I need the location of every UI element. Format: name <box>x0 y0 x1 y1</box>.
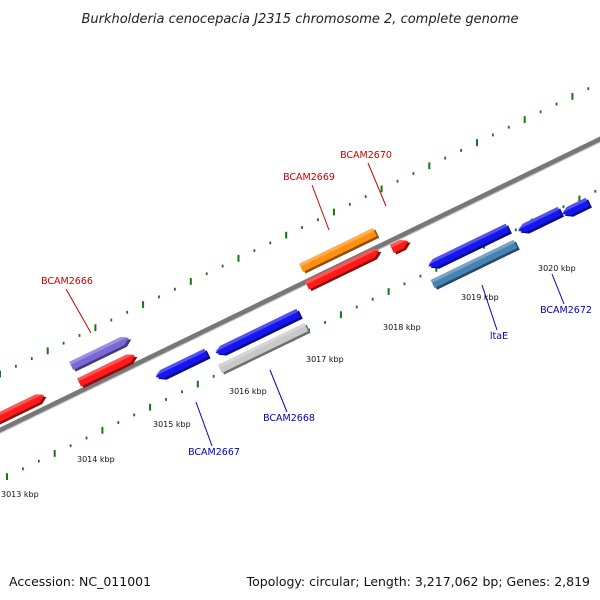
gene-label[interactable]: BCAM2668 <box>263 413 315 424</box>
gene-arrow[interactable] <box>0 391 46 425</box>
gene-unlabeled-3[interactable] <box>305 246 383 292</box>
scale-label: 3016 kbp <box>229 387 267 396</box>
gene-arrow-highlight <box>77 354 135 382</box>
accession-text: Accession: NC_011001 <box>9 574 151 589</box>
scale-labels: 3013 kbp 3014 kbp 3015 kbp 3016 kbp 3017 kbp… <box>1 264 576 499</box>
gene-bcam2667[interactable] <box>154 348 211 383</box>
backbone <box>0 136 600 434</box>
scale-label: 3020 kbp <box>538 264 576 273</box>
gene-arrow-highlight <box>215 308 298 352</box>
leader-line <box>311 184 330 231</box>
leader-line <box>65 288 92 334</box>
map-title: Burkholderia cenocepacia J2315 chromosom… <box>81 12 518 27</box>
label-leaders <box>65 162 565 447</box>
gene-arrow-highlight <box>299 228 375 267</box>
gene-arrow-highlight <box>0 394 44 420</box>
upper-tick-row <box>0 87 590 378</box>
gene-labels: BCAM2666 BCAM2669 BCAM2670 BCAM2667 BCAM2668… <box>41 150 592 458</box>
scale-label: 3013 kbp <box>1 490 39 499</box>
leader-line <box>481 284 498 331</box>
gene-arrow-highlight <box>427 223 508 266</box>
tick-marks <box>0 87 597 481</box>
gene-arrow[interactable] <box>305 246 381 290</box>
gene-arrow-highlight <box>155 348 206 377</box>
leader-line <box>367 162 387 207</box>
gene-label[interactable]: BCAM2669 <box>283 172 335 183</box>
backbone-line <box>0 136 600 433</box>
gene-bcam2669[interactable] <box>299 227 380 274</box>
gene-unlabeled-5[interactable] <box>426 223 512 272</box>
gene-arrow-highlight <box>430 239 515 283</box>
gene-label[interactable]: BCAM2667 <box>188 447 240 458</box>
gene-label[interactable]: ltaE <box>490 331 508 342</box>
gene-arrow[interactable] <box>69 334 131 371</box>
scale-label: 3017 kbp <box>306 355 344 364</box>
scale-label: 3014 kbp <box>77 455 115 464</box>
gene-bcam2668[interactable] <box>217 322 311 375</box>
gene-arrow-highlight <box>305 249 379 285</box>
gene-arrow-highlight <box>517 206 560 230</box>
genome-summary-text: Topology: circular; Length: 3,217,062 bp… <box>246 574 590 589</box>
scale-label: 3019 kbp <box>461 293 499 302</box>
gene-arrow-highlight <box>217 323 306 368</box>
gene-itae[interactable] <box>430 239 520 290</box>
leader-line <box>551 273 565 305</box>
leader-line <box>195 401 213 447</box>
gene-arrow-highlight <box>389 239 408 248</box>
gene-unlabeled-2[interactable] <box>77 351 139 389</box>
gene-unlabeled-1[interactable] <box>0 391 48 427</box>
leader-line <box>269 369 288 413</box>
gene-bcam2672[interactable] <box>560 197 593 220</box>
gene-bcam2666[interactable] <box>69 333 133 372</box>
gene-bcam2670[interactable] <box>389 236 413 255</box>
gene-label[interactable]: BCAM2672 <box>540 305 592 316</box>
gene-label[interactable]: BCAM2670 <box>340 150 392 161</box>
scale-label: 3015 kbp <box>153 420 191 429</box>
gene-unlabeled-4[interactable] <box>214 308 303 359</box>
gene-features <box>0 197 593 427</box>
tracks: 3013 kbp 3014 kbp 3015 kbp 3016 kbp 3017 kbp… <box>0 87 600 499</box>
gene-unlabeled-6[interactable] <box>516 206 565 237</box>
gene-arrow[interactable] <box>77 351 137 387</box>
gene-label[interactable]: BCAM2666 <box>41 276 93 287</box>
gene-arrow-highlight <box>69 336 129 365</box>
gene-arrow-highlight <box>561 197 588 213</box>
scale-label: 3018 kbp <box>383 323 421 332</box>
